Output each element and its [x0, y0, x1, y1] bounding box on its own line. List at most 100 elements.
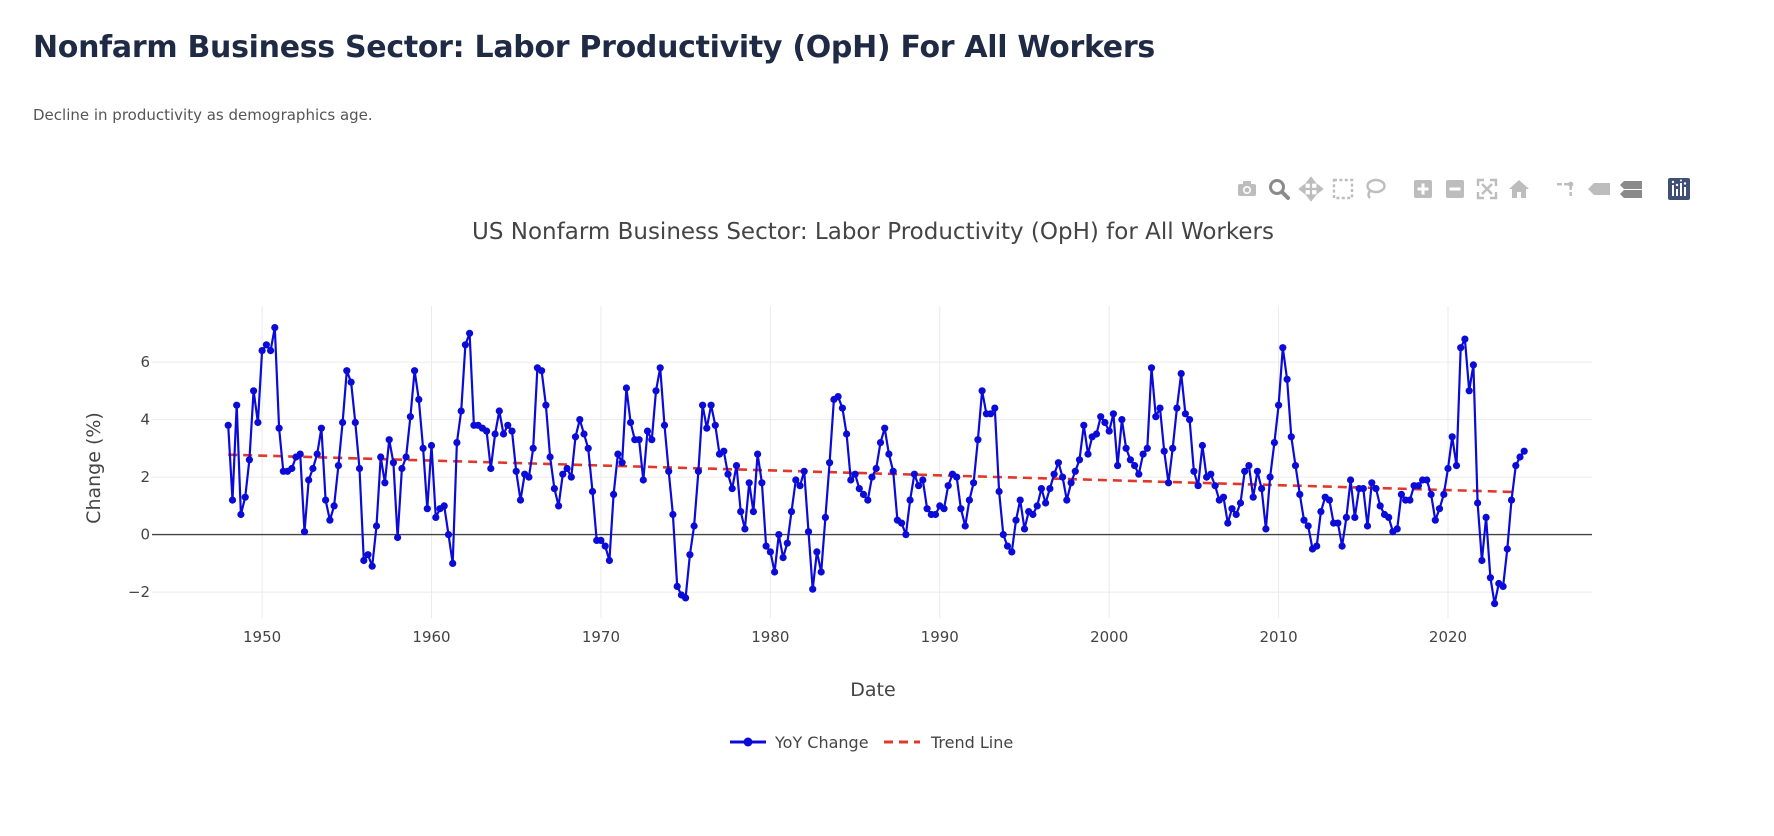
- data-point[interactable]: [1351, 513, 1359, 522]
- hover-compare-icon[interactable]: [1618, 176, 1644, 202]
- data-point[interactable]: [453, 439, 461, 447]
- data-point[interactable]: [1080, 421, 1088, 429]
- data-point[interactable]: [559, 470, 567, 478]
- data-point[interactable]: [542, 401, 550, 409]
- data-point[interactable]: [567, 473, 575, 481]
- data-point[interactable]: [686, 551, 694, 559]
- data-point[interactable]: [309, 464, 317, 473]
- data-point[interactable]: [529, 444, 537, 452]
- data-point[interactable]: [1067, 479, 1075, 487]
- data-point[interactable]: [1249, 493, 1257, 501]
- data-point[interactable]: [245, 456, 253, 464]
- data-point[interactable]: [991, 404, 999, 412]
- data-point[interactable]: [1020, 525, 1029, 533]
- data-point[interactable]: [1084, 450, 1092, 458]
- data-point[interactable]: [1114, 462, 1122, 470]
- data-point[interactable]: [1440, 490, 1448, 498]
- data-point[interactable]: [339, 418, 347, 427]
- data-point[interactable]: [1317, 508, 1325, 516]
- data-point[interactable]: [868, 473, 876, 481]
- data-point[interactable]: [1063, 496, 1071, 504]
- data-point[interactable]: [622, 384, 631, 392]
- data-point[interactable]: [881, 424, 889, 432]
- data-point[interactable]: [1147, 364, 1156, 372]
- data-point[interactable]: [707, 401, 715, 409]
- data-point[interactable]: [787, 508, 796, 516]
- data-point[interactable]: [741, 525, 749, 533]
- data-point[interactable]: [1270, 439, 1278, 447]
- data-point[interactable]: [957, 505, 965, 513]
- data-point[interactable]: [635, 436, 643, 444]
- data-point[interactable]: [1219, 493, 1228, 501]
- data-point[interactable]: [1236, 499, 1245, 507]
- data-point[interactable]: [745, 479, 753, 487]
- data-point[interactable]: [385, 436, 393, 444]
- data-point[interactable]: [330, 502, 338, 510]
- box-select-icon[interactable]: [1330, 176, 1356, 202]
- data-point[interactable]: [618, 459, 626, 467]
- data-point[interactable]: [1008, 548, 1016, 556]
- data-point[interactable]: [1376, 502, 1384, 510]
- data-point[interactable]: [669, 510, 677, 519]
- data-point[interactable]: [1372, 485, 1380, 493]
- data-point[interactable]: [1363, 522, 1372, 530]
- data-point[interactable]: [343, 367, 351, 375]
- data-point[interactable]: [1444, 464, 1452, 473]
- data-point[interactable]: [1105, 427, 1113, 435]
- data-point[interactable]: [779, 554, 787, 562]
- data-point[interactable]: [368, 562, 376, 570]
- data-point[interactable]: [1173, 404, 1181, 412]
- data-point[interactable]: [610, 490, 618, 498]
- data-point[interactable]: [228, 496, 237, 504]
- data-point[interactable]: [1211, 482, 1219, 490]
- data-point[interactable]: [1059, 473, 1067, 481]
- data-point[interactable]: [614, 450, 622, 458]
- data-point[interactable]: [1482, 513, 1490, 522]
- data-point[interactable]: [300, 528, 309, 536]
- data-point[interactable]: [1177, 370, 1185, 378]
- data-point[interactable]: [864, 496, 872, 504]
- data-point[interactable]: [1516, 453, 1524, 461]
- data-point[interactable]: [944, 482, 952, 490]
- data-point[interactable]: [1186, 416, 1194, 424]
- data-point[interactable]: [656, 364, 664, 372]
- data-point[interactable]: [1338, 542, 1346, 550]
- data-point[interactable]: [1042, 499, 1050, 507]
- data-point[interactable]: [703, 424, 711, 432]
- data-point[interactable]: [296, 450, 304, 458]
- data-point[interactable]: [326, 516, 334, 524]
- data-point[interactable]: [1109, 410, 1117, 418]
- data-point[interactable]: [1075, 456, 1084, 464]
- data-point[interactable]: [1224, 519, 1232, 527]
- data-point[interactable]: [754, 450, 762, 458]
- data-point[interactable]: [1164, 479, 1173, 487]
- data-point[interactable]: [305, 476, 313, 484]
- data-point[interactable]: [1431, 516, 1439, 524]
- data-point[interactable]: [1283, 375, 1291, 383]
- plot-area[interactable]: [224, 324, 1528, 608]
- data-point[interactable]: [1050, 470, 1058, 478]
- data-point[interactable]: [550, 485, 559, 493]
- data-point[interactable]: [855, 485, 863, 493]
- data-point[interactable]: [804, 528, 813, 536]
- data-point[interactable]: [605, 556, 614, 565]
- data-point[interactable]: [381, 479, 389, 487]
- data-point[interactable]: [241, 493, 249, 501]
- data-point[interactable]: [1092, 430, 1101, 438]
- data-point[interactable]: [372, 522, 381, 530]
- data-point[interactable]: [1342, 513, 1350, 522]
- data-point[interactable]: [1003, 542, 1012, 550]
- data-point[interactable]: [555, 502, 563, 510]
- data-point[interactable]: [334, 462, 342, 470]
- data-point[interactable]: [940, 505, 948, 513]
- data-point[interactable]: [974, 436, 982, 444]
- data-point[interactable]: [889, 467, 897, 475]
- data-point[interactable]: [415, 395, 423, 404]
- data-point[interactable]: [906, 496, 914, 504]
- data-point[interactable]: [1287, 433, 1295, 441]
- data-point[interactable]: [847, 476, 855, 484]
- legend-item-yoy-change[interactable]: YoY Change: [730, 733, 869, 752]
- data-point[interactable]: [1499, 582, 1507, 591]
- data-point[interactable]: [987, 410, 995, 418]
- zoom-icon[interactable]: [1266, 176, 1292, 202]
